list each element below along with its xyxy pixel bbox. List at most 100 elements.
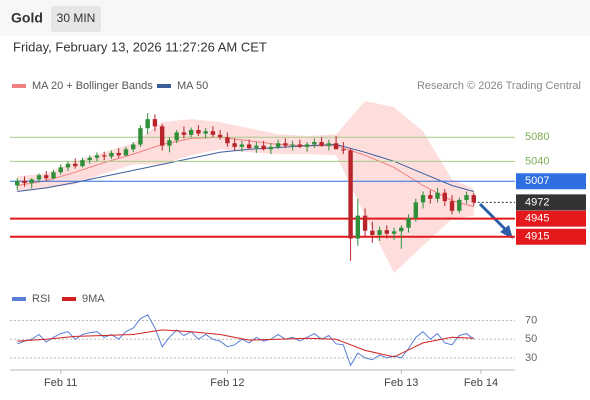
legend-swatch (12, 297, 26, 301)
rsi-line (17, 314, 475, 367)
candle-body (232, 143, 237, 147)
candle-body (15, 180, 20, 186)
level-label: 5080 (525, 131, 549, 143)
candle-body (80, 160, 85, 167)
candle-body (123, 149, 129, 156)
candle-body (51, 172, 56, 179)
candle-body (268, 146, 274, 150)
candle-body (333, 143, 339, 150)
candle-body (319, 142, 324, 146)
candle-body (116, 152, 121, 156)
y-tick-label: 70 (525, 314, 537, 326)
candle-body (442, 192, 447, 202)
candle-body (44, 175, 49, 179)
candle-body (239, 144, 245, 147)
candle-body (297, 144, 303, 147)
candle-body (181, 132, 187, 135)
candle-body (464, 195, 469, 200)
candle-body (326, 143, 332, 146)
candle-body (65, 163, 71, 168)
candle-body (188, 129, 194, 135)
candle-body (246, 144, 252, 149)
candle-body (109, 152, 114, 157)
candle-body (210, 131, 216, 135)
candle-body (406, 218, 411, 228)
candle-body (435, 192, 440, 199)
candle-body (312, 142, 317, 145)
candle-body (391, 231, 397, 234)
candle-body (58, 167, 63, 173)
candle-body (384, 230, 390, 234)
candle-body (130, 144, 136, 150)
candle-body (377, 230, 382, 235)
candle-body (73, 163, 78, 167)
candle-body (370, 230, 375, 235)
candle-body (428, 195, 433, 199)
candle-body (362, 215, 368, 231)
legend-swatch (62, 297, 76, 301)
candle-body (87, 157, 92, 161)
legend-swatch (12, 84, 26, 88)
level-label: 4972 (525, 196, 549, 208)
candle-body (29, 179, 34, 184)
x-tick-label: Feb 11 (44, 377, 77, 389)
y-tick-label: 30 (525, 352, 537, 364)
title: Gold (11, 10, 43, 26)
candle-body (145, 119, 150, 129)
level-label-box (516, 228, 586, 245)
candle-body (138, 128, 143, 145)
bollinger-band (17, 101, 474, 273)
note: Research © 2026 Trading Central (417, 80, 581, 92)
legend-swatch (157, 84, 171, 88)
legend-label: MA 20 + Bollinger Bands (32, 80, 153, 92)
candle-body (203, 131, 208, 134)
level-label-box (516, 210, 586, 227)
candle-body (420, 195, 426, 203)
level-label-box (516, 194, 586, 211)
candle-body (449, 201, 455, 211)
candle-body (94, 155, 100, 158)
level-label: 4915 (525, 231, 549, 243)
arrow-head (500, 225, 513, 239)
timestamp: Friday, February 13, 2026 11:27:26 AM CE… (13, 39, 267, 54)
level-label: 4945 (525, 213, 549, 225)
legend-label: RSI (32, 293, 50, 305)
y-tick-label: 50 (525, 333, 537, 345)
arrow (478, 202, 508, 232)
candle-body (174, 132, 179, 141)
candle-body (457, 199, 462, 211)
candle-body (304, 144, 310, 147)
candle-body (348, 150, 353, 239)
candle-body (290, 144, 295, 146)
candle-body (254, 145, 259, 149)
candle-body (471, 195, 476, 203)
candle-body (399, 227, 404, 232)
legend-label: MA 50 (177, 80, 208, 92)
candle-body (22, 180, 27, 184)
candle-body (36, 175, 42, 180)
candle-body (152, 119, 158, 127)
candle-body (355, 215, 361, 239)
legend-label: 9MA (82, 293, 105, 305)
level-label: 5007 (525, 175, 549, 187)
candle-body (275, 143, 281, 147)
level-label-box (516, 173, 586, 190)
candle-body (413, 202, 418, 219)
timeframe-box (51, 6, 101, 32)
candle-body (283, 143, 288, 146)
candle-body (167, 140, 172, 146)
candle-body (341, 149, 346, 151)
candle-body (102, 155, 107, 157)
x-tick-label: Feb 12 (210, 377, 244, 389)
x-tick-label: Feb 14 (464, 377, 498, 389)
candle-body (217, 134, 223, 138)
candle-body (261, 145, 266, 150)
x-tick-label: Feb 13 (384, 377, 418, 389)
rsi-line (17, 329, 474, 358)
level-label: 5040 (525, 155, 549, 167)
candle-body (225, 137, 230, 144)
timeframe: 30 MIN (57, 11, 96, 25)
candle-body (196, 129, 201, 134)
